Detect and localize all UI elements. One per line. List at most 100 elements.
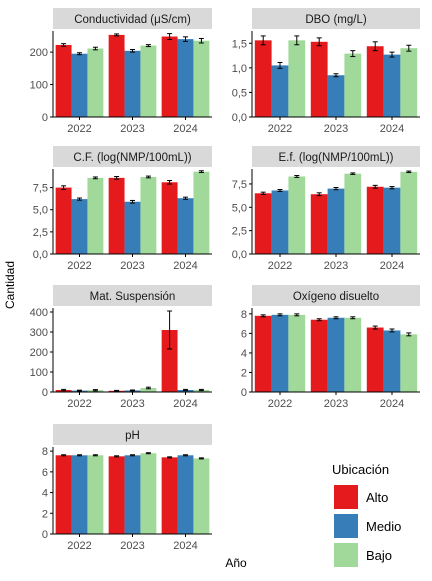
y-tick-label: 100 [30,80,48,92]
bar [366,186,384,254]
y-axis-title: Cantidad [3,261,17,309]
bar [271,314,289,392]
x-tick-label: 2023 [324,260,348,272]
bar [344,173,362,254]
bar [366,327,384,392]
y-tick-label: 100 [30,367,48,379]
bar [161,36,178,117]
bar [310,41,328,117]
x-tick-label: 2023 [324,398,348,410]
panel: Conductividad (μS/cm) 0 100 200 2022 2023 2024 [30,8,212,135]
y-tick-label: 5,0 [33,205,48,217]
y-tick-label: 5,0 [232,202,247,214]
bar [254,40,272,117]
bar [193,458,210,534]
y-tick-label: 200 [30,47,48,59]
bar [177,455,194,534]
bar [55,44,72,118]
bar [71,455,88,534]
x-tick-label: 2024 [380,123,404,135]
bar [108,177,125,254]
legend-title: Ubicación [332,462,389,477]
x-tick-label: 2024 [173,540,197,552]
bar [344,53,362,117]
bar [140,388,157,392]
panel: C.F. (log(NMP/100mL)) 0,0 2,5 5,0 7,5 2022 202… [33,146,212,272]
panel-title: pH [125,430,140,442]
bar [327,317,345,392]
x-axis-title: Año [225,556,247,570]
bar [124,455,141,534]
panel-strip [252,285,420,306]
panel: pH 0 2 4 6 8 2022 2023 2024 [42,424,212,552]
y-tick-label: 0,0 [232,112,247,124]
bar [271,190,289,254]
bar [161,330,178,392]
panel-title: DBO (mg/L) [305,14,367,26]
x-tick-label: 2022 [67,540,91,552]
y-tick-label: 0,5 [232,87,247,99]
bar [193,171,210,254]
x-tick-label: 2024 [173,398,197,410]
y-tick-label: 4 [241,348,247,360]
y-tick-label: 7,5 [33,183,48,195]
y-tick-label: 0 [42,112,48,124]
bar [327,188,345,254]
y-tick-label: 2,5 [33,227,48,239]
bar [383,187,401,254]
panel-title: C.F. (log(NMP/100mL)) [73,152,191,164]
bar [124,201,141,254]
bar [400,48,418,118]
x-tick-label: 2023 [120,123,144,135]
x-tick-label: 2022 [268,398,292,410]
bar [71,199,88,254]
panel-strip [252,8,420,29]
y-tick-label: 400 [30,307,48,319]
bar [161,182,178,254]
bar [254,193,272,254]
panel-strip [252,146,420,167]
panel: Mat. Suspensión 0 100 200 300 400 2022 2023 2024 [30,285,212,410]
bar [124,50,141,117]
bar [55,187,72,254]
panel-title: Mat. Suspensión [90,291,176,303]
x-tick-label: 2023 [324,123,348,135]
bar [310,194,328,254]
bar [400,171,418,254]
y-tick-label: 6 [42,467,48,479]
bar [288,40,306,117]
bar [344,317,362,392]
y-tick-label: 7,5 [232,179,247,191]
x-tick-label: 2023 [120,398,144,410]
bar [87,177,104,254]
y-tick-label: 1,5 [232,38,247,50]
y-tick-label: 0,0 [232,249,247,261]
x-tick-label: 2023 [120,540,144,552]
y-tick-label: 2 [42,508,48,520]
bar [71,53,88,117]
y-tick-label: 0 [42,387,48,399]
x-tick-label: 2022 [67,123,91,135]
panel-strip [53,285,212,306]
x-tick-label: 2024 [380,260,404,272]
x-tick-label: 2022 [67,398,91,410]
bar [271,65,289,117]
bar [400,334,418,392]
bar [288,314,306,392]
y-tick-label: 2,5 [232,226,247,238]
bar [161,457,178,534]
bar [140,176,157,254]
bar [310,319,328,392]
bar [383,330,401,392]
y-tick-label: 0 [42,529,48,541]
panel-strip [53,8,212,29]
bar [288,176,306,254]
bar [108,34,125,117]
y-tick-label: 2 [241,367,247,379]
legend-swatch [334,485,358,509]
bar [140,45,157,117]
bar [366,46,384,118]
panel-title: E.f. (log(NMP/100mL)) [278,152,393,164]
y-tick-label: 6 [241,328,247,340]
